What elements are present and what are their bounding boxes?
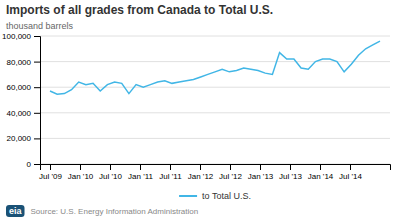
x-tick-label: Jul '09 <box>39 172 62 181</box>
y-axis: 0 20,000 40,000 60,000 80,000 100,000 <box>2 32 40 169</box>
chart: Imports of all grades from Canada to Tot… <box>0 0 400 222</box>
y-tick: 100,000 <box>2 32 40 41</box>
x-tick-label: Jan '13 <box>248 172 274 181</box>
y-tick-mark <box>34 164 40 165</box>
legend-swatch <box>179 195 197 197</box>
y-tick-mark <box>34 87 40 88</box>
legend: to Total U.S. <box>179 191 251 201</box>
y-tick-label: 100,000 <box>2 32 31 41</box>
x-tick: Jan '10 <box>68 164 94 181</box>
y-tick-mark <box>34 113 40 114</box>
legend-item: to Total U.S. <box>179 191 251 201</box>
x-tick-label: Jul '10 <box>99 172 122 181</box>
x-tick-mark <box>50 164 51 170</box>
x-tick-mark <box>350 164 351 170</box>
x-tick: Jan '12 <box>188 164 214 181</box>
logo-text: eia <box>9 206 23 216</box>
y-tick: 80,000 <box>7 58 40 67</box>
y-tick: 60,000 <box>7 83 40 92</box>
y-tick: 0 <box>27 160 40 169</box>
x-tick-mark <box>200 164 201 170</box>
x-tick-label: Jan '11 <box>128 172 154 181</box>
x-axis-line <box>41 165 391 171</box>
x-tick: Jan '13 <box>248 164 274 181</box>
grid-line <box>40 112 390 113</box>
x-tick-mark <box>260 164 261 170</box>
y-tick-label: 40,000 <box>7 109 32 118</box>
grid-line <box>40 36 390 37</box>
x-tick-label: Jan '14 <box>308 172 334 181</box>
x-tick: Jul '09 <box>39 164 62 181</box>
x-tick-mark <box>230 164 231 170</box>
grid-line <box>40 138 390 139</box>
x-axis: Jul '09 Jan '10 Jul '10 Jan '11 Jul '11 Jan '… <box>39 164 390 181</box>
x-tick-label: Jul '14 <box>339 172 362 181</box>
y-tick-label: 80,000 <box>7 58 32 67</box>
x-tick-mark <box>110 164 111 170</box>
y-axis-label: thousand barrels <box>6 21 74 31</box>
x-tick-mark <box>80 164 81 170</box>
x-tick-label: Jan '12 <box>188 172 214 181</box>
x-tick: Jul '12 <box>219 164 242 181</box>
x-tick: Jul '13 <box>279 164 302 181</box>
marks <box>50 41 380 94</box>
y-tick-label: 0 <box>27 160 32 169</box>
x-tick: Jul '11 <box>159 164 182 181</box>
y-tick: 20,000 <box>7 134 40 143</box>
y-tick: 40,000 <box>7 109 40 118</box>
y-tick-mark <box>34 138 40 139</box>
x-tick: Jul '14 <box>339 164 362 181</box>
plot: 020,00040,00060,00080,000100,000Jul '09J… <box>2 32 390 181</box>
y-tick-mark <box>34 62 40 63</box>
grid-line <box>40 87 390 88</box>
x-tick-mark <box>290 164 291 170</box>
x-tick: Jul '10 <box>99 164 122 181</box>
x-tick-label: Jan '10 <box>68 172 94 181</box>
x-tick-mark <box>320 164 321 170</box>
line <box>50 41 380 94</box>
source: Source: U.S. Energy Information Administ… <box>31 207 199 216</box>
x-tick-mark <box>170 164 171 170</box>
legend-label: to Total U.S. <box>202 191 251 201</box>
x-tick-label: Jul '12 <box>219 172 242 181</box>
grid <box>40 36 390 164</box>
x-tick: Jan '11 <box>128 164 154 181</box>
logo: eia <box>6 205 25 217</box>
y-tick-label: 20,000 <box>7 134 32 143</box>
title: Imports of all grades from Canada to Tot… <box>6 3 273 17</box>
x-tick-mark <box>140 164 141 170</box>
y-tick-label: 60,000 <box>7 83 32 92</box>
y-tick-mark <box>34 36 40 37</box>
x-tick-label: Jul '13 <box>279 172 302 181</box>
logo-bg <box>6 205 25 217</box>
x-tick-label: Jul '11 <box>159 172 182 181</box>
x-tick: Jan '14 <box>308 164 334 181</box>
y-axis-line <box>34 37 41 165</box>
